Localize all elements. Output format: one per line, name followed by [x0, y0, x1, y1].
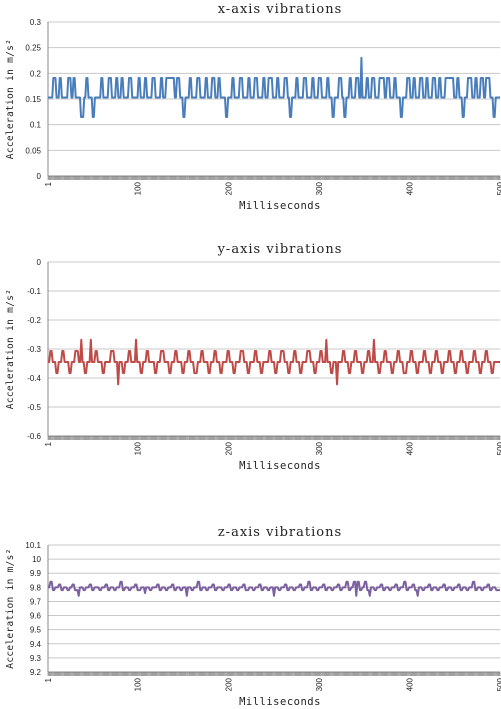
- y-tick-label: 0.05: [25, 146, 41, 155]
- chart-3: 9.2 9.3 9.4 9.5 9.6 9.7 9.8 9.9 10 10.1 1 100 200 300…: [5, 525, 501, 708]
- x-tick-label: 400: [405, 677, 414, 691]
- x-axis-label: Milliseconds: [239, 200, 321, 212]
- y-tick-label: 0: [37, 172, 42, 181]
- x-tick-label: 500: [496, 677, 501, 691]
- y-tick-label: 9.2: [30, 668, 42, 677]
- y-tick-label: 9.7: [30, 597, 42, 606]
- y-tick-label: -0.6: [27, 432, 41, 441]
- x-minor-ticks: [47, 672, 501, 676]
- x-tick-label: 300: [315, 677, 324, 691]
- y-tick-label: 9.3: [30, 654, 42, 663]
- chart-title: x-axis vibrations: [218, 2, 343, 17]
- x-axis-label: Milliseconds: [239, 460, 321, 472]
- x-tick-label: 1: [44, 181, 53, 186]
- x-tick-label: 1: [44, 441, 53, 446]
- y-tick-label: 10.1: [25, 541, 41, 550]
- y-tick-label: -0.3: [27, 345, 41, 354]
- x-tick-label: 100: [134, 677, 143, 691]
- series-line: [48, 56, 500, 118]
- y-tick-label: -0.5: [27, 403, 41, 412]
- chart-title: y-axis vibrations: [217, 242, 343, 257]
- x-minor-ticks: [47, 436, 501, 440]
- y-tick-label: 9.5: [30, 626, 42, 635]
- series-line: [48, 338, 500, 386]
- x-tick-label: 400: [405, 441, 414, 455]
- chart-title: z-axis vibrations: [218, 525, 342, 540]
- x-tick-label: 400: [405, 181, 414, 195]
- x-tick-label: 500: [496, 181, 501, 195]
- x-axis-label: Milliseconds: [239, 696, 321, 708]
- y-tick-label: 0.15: [25, 95, 41, 104]
- y-axis-label: Acceleration in m/s²: [5, 548, 16, 668]
- x-tick-label: 100: [134, 441, 143, 455]
- y-tick-label: 0.25: [25, 44, 41, 53]
- y-tick-label: 9.6: [30, 612, 42, 621]
- y-tick-label: -0.4: [27, 374, 41, 383]
- y-tick-label: 0.2: [30, 69, 42, 78]
- y-tick-label: 0: [37, 258, 42, 267]
- x-tick-label: 200: [224, 441, 233, 455]
- y-tick-label: 0.1: [30, 121, 42, 130]
- x-tick-label: 200: [224, 677, 233, 691]
- y-tick-label: 9.8: [30, 583, 42, 592]
- y-tick-label: 9.4: [30, 640, 42, 649]
- chart-2: -0.6 -0.5 -0.4 -0.3 -0.2 -0.1 0 1 100 200 300 400 50…: [5, 242, 501, 472]
- x-tick-label: 300: [315, 441, 324, 455]
- y-tick-label: 0.3: [30, 18, 42, 27]
- y-axis-label: Acceleration in m/s²: [5, 39, 16, 159]
- x-tick-label: 500: [496, 441, 501, 455]
- y-tick-label: 10: [32, 555, 41, 564]
- x-tick-label: 200: [224, 181, 233, 195]
- y-tick-label: -0.1: [27, 287, 41, 296]
- chart-1: 0 0.05 0.1 0.15 0.2 0.25 0.3 1 100 200 300 400 500 x-…: [5, 2, 501, 212]
- y-axis-label: Acceleration in m/s²: [5, 289, 16, 409]
- series-line: [48, 580, 500, 597]
- y-tick-label: -0.2: [27, 316, 41, 325]
- y-tick-label: 9.9: [30, 569, 42, 578]
- x-tick-label: 100: [134, 181, 143, 195]
- x-minor-ticks: [47, 176, 501, 180]
- x-tick-label: 1: [44, 677, 53, 682]
- x-tick-label: 300: [315, 181, 324, 195]
